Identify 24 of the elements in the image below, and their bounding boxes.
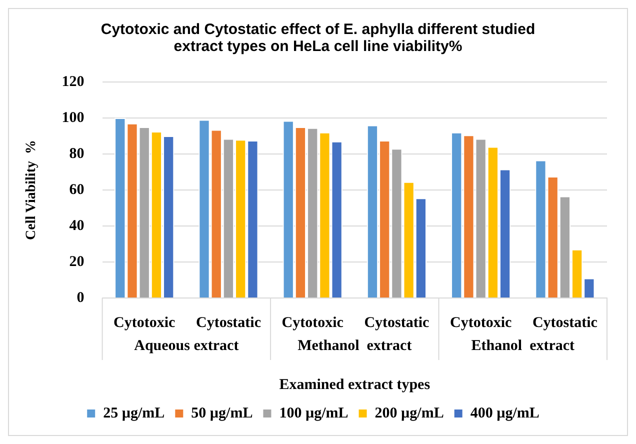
legend-label: 25 µg/mL [103,405,165,422]
x-tick-label: Cytostatic [532,314,598,331]
y-tick-label: 80 [69,146,84,162]
y-axis-title: Cell Viability % [24,140,40,240]
legend-label: 50 µg/mL [191,405,253,422]
y-tick-label: 40 [69,218,84,234]
x-tick-label: Cytotoxic [450,314,512,331]
x-tick-label: Cytostatic [196,314,262,331]
legend-label: 100 µg/mL [279,405,348,422]
text: Methanol extract [298,338,412,354]
y-tick-label: 120 [62,74,84,90]
text: Ethanol extract [471,338,575,354]
y-tick-label: 100 [62,110,84,126]
x-tick-label: Cytotoxic [114,314,176,331]
text: Aqueous extract [134,338,239,354]
x-axis-title: Examined extract types [279,376,430,393]
legend-label: 200 µg/mL [374,405,444,422]
legend-label: 400 µg/mL [470,405,540,422]
y-tick-label: 60 [69,182,84,198]
chart-title: Cytotoxic and Cytostatic effect of E. aphylla different studied extract types on HeLa cell line viability% [100,20,536,55]
x-tick-label: Cytostatic [364,314,430,331]
x-tick-label: Cytotoxic [282,314,344,331]
y-tick-label: 20 [69,254,84,270]
y-tick-label: 0 [76,290,84,306]
